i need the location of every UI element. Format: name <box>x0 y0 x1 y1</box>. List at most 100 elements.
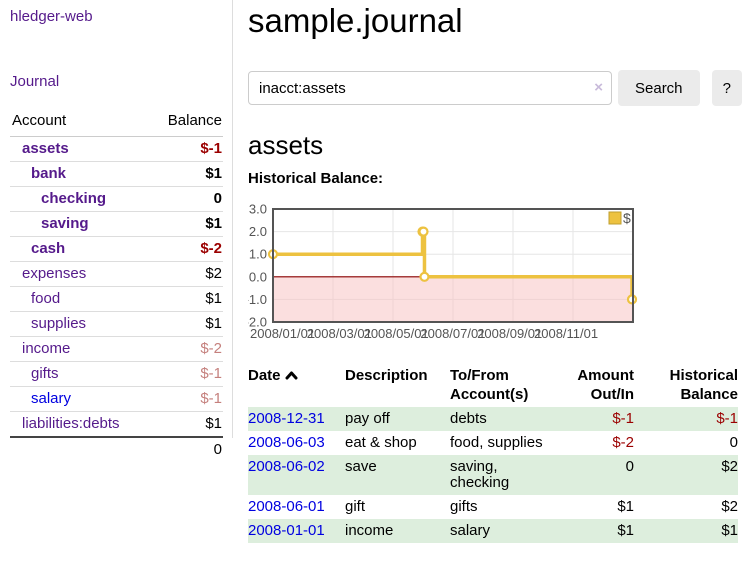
account-link-food[interactable]: food <box>31 290 61 307</box>
clear-search-icon[interactable]: × <box>594 79 603 96</box>
account-balance: $1 <box>149 161 223 187</box>
transaction-date-link[interactable]: 2008-12-31 <box>248 410 325 427</box>
transaction-description: pay off <box>345 410 390 427</box>
account-column-header: Account <box>10 109 150 137</box>
register-table: Date Description To/From Account(s) Amou… <box>248 364 738 543</box>
svg-text:2008/11/01: 2008/11/01 <box>534 326 598 341</box>
accounts-total-balance: 0 <box>149 436 223 462</box>
svg-text:-1.0: -1.0 <box>248 292 267 307</box>
account-link-gifts[interactable]: gifts <box>31 365 59 382</box>
chart-canvas: $3.0 2.0 1.0 0.0 -1.0 -2.02008/01/012008/03/0… <box>245 202 638 341</box>
historical-balance-chart: $3.0 2.0 1.0 0.0 -1.0 -2.02008/01/012008/03/0… <box>245 192 742 344</box>
account-page-title: assets <box>248 130 324 160</box>
search-button[interactable]: Search <box>618 70 700 106</box>
account-balance: $-1 <box>149 361 223 387</box>
account-link-cash[interactable]: cash <box>31 240 66 257</box>
account-link-bank[interactable]: bank <box>31 165 67 182</box>
register-row: 2008-06-03 eat & shop food, supplies $-2… <box>248 431 738 455</box>
transaction-description: income <box>345 522 394 539</box>
register-row: 2008-06-01 gift gifts $1 $2 <box>248 495 738 519</box>
svg-text:$: $ <box>623 210 631 226</box>
account-table-header: Account Balance <box>10 109 223 137</box>
description-column-header: Description <box>345 367 428 384</box>
accounts-column-header: To/From Account(s) <box>450 367 529 403</box>
transaction-description: save <box>345 458 377 475</box>
account-link-supplies[interactable]: supplies <box>31 315 87 332</box>
chart-title: Historical Balance: <box>248 170 384 187</box>
transaction-date-link[interactable]: 2008-06-03 <box>248 434 325 451</box>
amount-column-header: Amount Out/In <box>577 367 634 403</box>
transaction-balance: $-1 <box>716 410 738 427</box>
app-title: hledger-web <box>10 8 222 26</box>
svg-text:2008/09/01: 2008/09/01 <box>477 326 542 341</box>
register-header-row: Date Description To/From Account(s) Amou… <box>248 364 738 407</box>
svg-text:2.0: 2.0 <box>249 224 267 239</box>
svg-text:2008/01/01: 2008/01/01 <box>250 326 315 341</box>
register-row: 2008-06-02 save saving, checking 0 $2 <box>248 455 738 495</box>
sidebar-item-journal[interactable]: Journal <box>10 73 60 90</box>
sidebar-nav: Journal <box>10 73 222 91</box>
transaction-date-link[interactable]: 2008-01-01 <box>248 522 325 539</box>
svg-text:2008/07/01: 2008/07/01 <box>420 326 485 341</box>
register-row: 2008-12-31 pay off debts $-1 $-1 <box>248 407 738 431</box>
account-balance: $-1 <box>149 386 223 412</box>
app-title-link[interactable]: hledger-web <box>10 8 93 25</box>
transaction-accounts: food, supplies <box>450 434 543 451</box>
account-row: food $1 <box>10 286 223 312</box>
account-link-income[interactable]: income <box>22 340 71 357</box>
transaction-accounts: gifts <box>450 498 478 515</box>
svg-text:-2.0: -2.0 <box>248 315 267 330</box>
transaction-accounts: salary <box>450 522 491 539</box>
transaction-date-link[interactable]: 2008-06-01 <box>248 498 325 515</box>
transaction-balance: $2 <box>721 498 738 515</box>
account-link-liabilities-debts[interactable]: liabilities:debts <box>22 415 120 432</box>
transaction-date-link[interactable]: 2008-06-02 <box>248 458 325 475</box>
search-input[interactable] <box>248 71 612 105</box>
account-balance: $-2 <box>149 236 223 262</box>
account-link-expenses[interactable]: expenses <box>22 265 87 282</box>
transaction-amount: 0 <box>625 458 634 475</box>
transaction-amount: $-1 <box>612 410 634 427</box>
sort-ascending-icon <box>285 371 298 380</box>
transaction-accounts: debts <box>450 410 487 427</box>
transaction-amount: $1 <box>617 522 634 539</box>
account-row: checking 0 <box>10 186 223 212</box>
account-row: income $-2 <box>10 336 223 362</box>
transaction-balance: $1 <box>721 522 738 539</box>
account-row: bank $1 <box>10 161 223 187</box>
transaction-balance: 0 <box>729 434 738 451</box>
page-title: sample.journal <box>248 2 463 39</box>
search-form: × Search ? <box>248 70 742 106</box>
account-row: saving $1 <box>10 211 223 237</box>
svg-text:2008/03/01: 2008/03/01 <box>307 326 372 341</box>
account-balance: $-1 <box>149 136 223 162</box>
svg-text:0.0: 0.0 <box>249 269 267 284</box>
sidebar: hledger-web Journal Account Balance asse… <box>0 0 233 462</box>
account-link-saving[interactable]: saving <box>41 215 89 232</box>
main-content: sample.journal × Search ? assets Histori… <box>245 0 742 543</box>
transaction-balance: $2 <box>721 458 738 475</box>
account-link-checking[interactable]: checking <box>41 190 107 207</box>
transaction-description: eat & shop <box>345 434 417 451</box>
transaction-description: gift <box>345 498 366 515</box>
svg-text:1.0: 1.0 <box>249 247 267 262</box>
svg-text:3.0: 3.0 <box>249 202 267 217</box>
account-row: expenses $2 <box>10 261 223 287</box>
transaction-accounts: saving, checking <box>450 458 510 491</box>
account-balance: 0 <box>149 186 223 212</box>
account-total-row: 0 <box>10 436 223 462</box>
account-balance: $2 <box>149 261 223 287</box>
account-link-salary[interactable]: salary <box>31 390 72 407</box>
account-link-assets[interactable]: assets <box>22 140 69 157</box>
balance-column-header: Balance <box>149 109 223 137</box>
register-row: 2008-01-01 income salary $1 $1 <box>248 519 738 543</box>
balance-column-header: Historical Balance <box>669 367 738 403</box>
help-button[interactable]: ? <box>711 70 742 106</box>
account-row: liabilities:debts $1 <box>10 411 223 438</box>
svg-text:2008/05/01: 2008/05/01 <box>364 326 429 341</box>
account-balance: $-2 <box>149 336 223 362</box>
date-column-header[interactable]: Date <box>248 364 345 407</box>
account-balance-table: Account Balance assets $-1 bank $1 check… <box>10 109 223 462</box>
account-row: gifts $-1 <box>10 361 223 387</box>
account-row: cash $-2 <box>10 236 223 262</box>
